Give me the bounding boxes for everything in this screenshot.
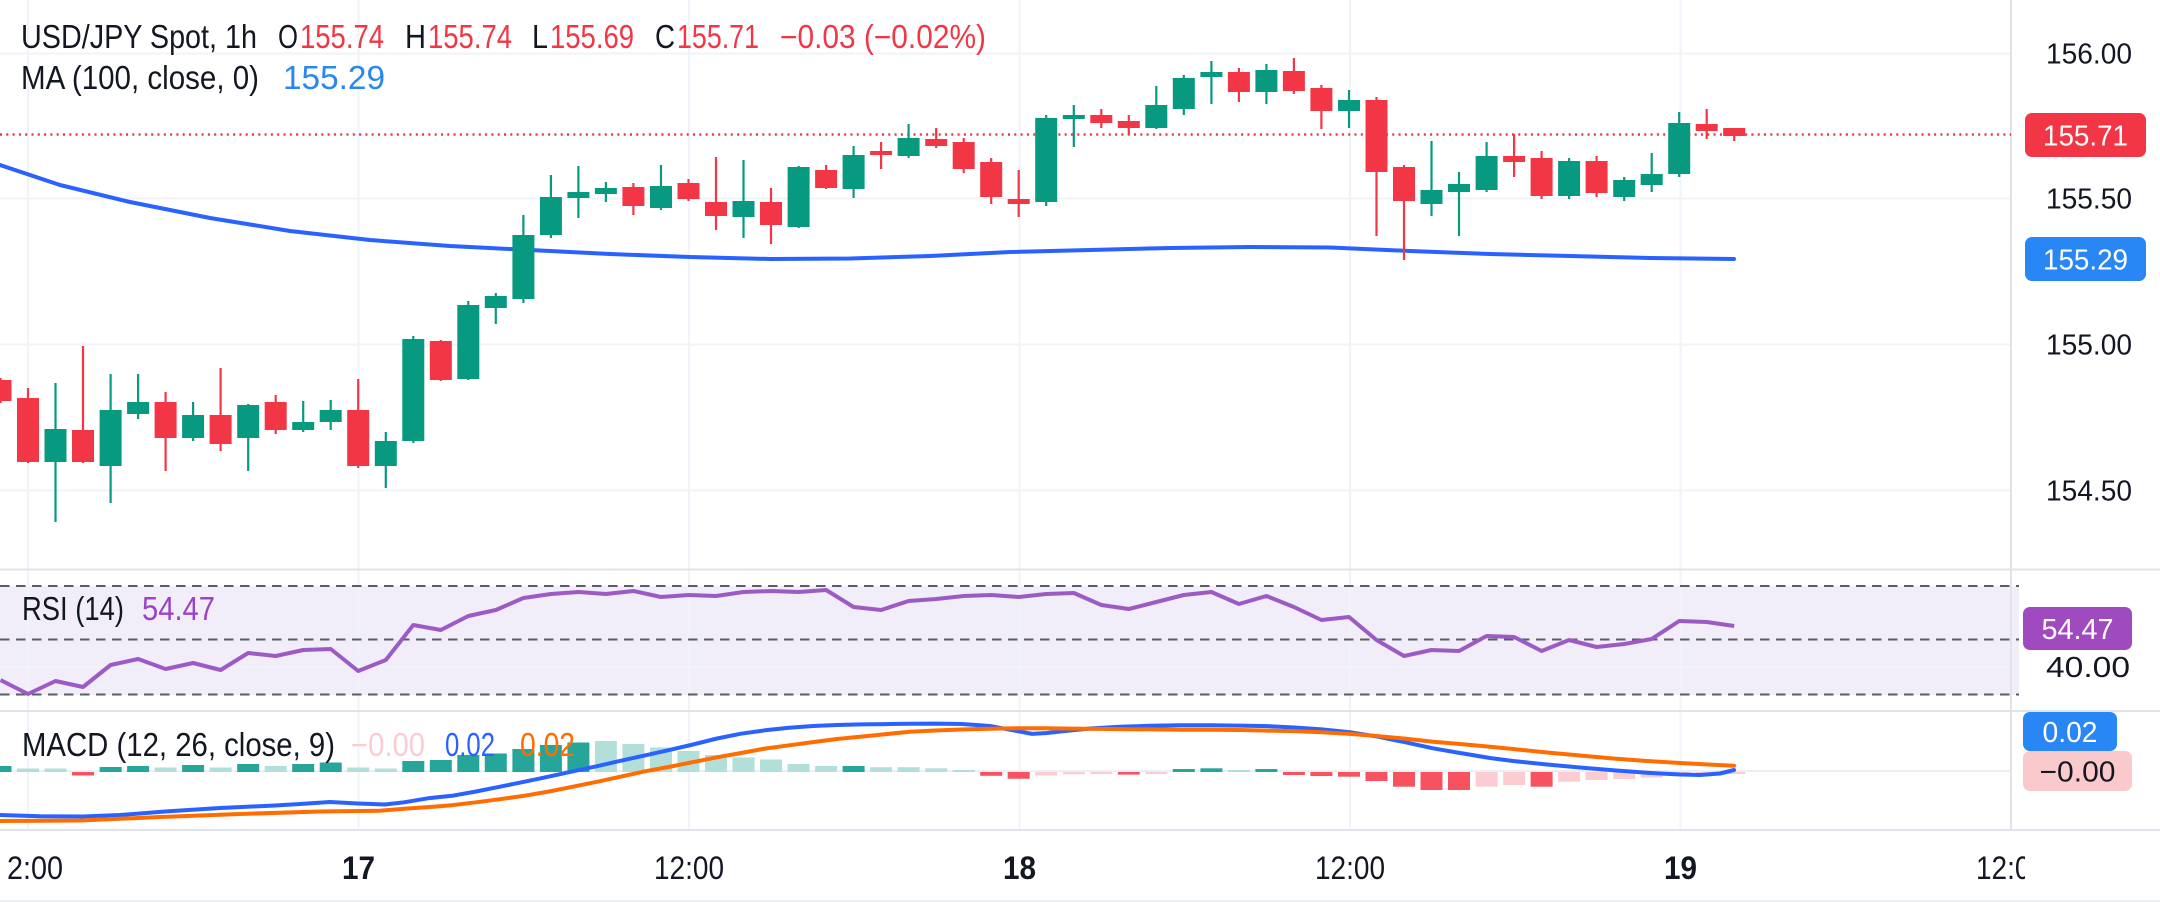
svg-text:54.47: 54.47 [142, 590, 215, 627]
svg-text:−0.00: −0.00 [2040, 757, 2116, 789]
svg-text:155.29: 155.29 [2043, 245, 2128, 277]
svg-text:54.47: 54.47 [2042, 614, 2114, 646]
svg-text:40.00: 40.00 [2046, 652, 2130, 684]
svg-text:12:00: 12:00 [654, 850, 724, 886]
svg-text:155.50: 155.50 [2046, 184, 2132, 216]
svg-text:156.00: 156.00 [2046, 39, 2132, 71]
svg-text:155.00: 155.00 [2046, 330, 2132, 362]
svg-text:2:00: 2:00 [7, 850, 63, 886]
svg-text:H: H [405, 18, 426, 55]
svg-text:155.74: 155.74 [428, 18, 512, 55]
svg-text:MA (100, close, 0): MA (100, close, 0) [21, 59, 259, 96]
svg-text:12:00: 12:00 [1315, 850, 1385, 886]
svg-text:−0.03 (−0.02%): −0.03 (−0.02%) [780, 18, 986, 55]
svg-text:155.71: 155.71 [2043, 121, 2128, 153]
svg-text:18: 18 [1003, 850, 1036, 886]
svg-text:155.71: 155.71 [677, 18, 759, 55]
svg-text:L: L [532, 18, 548, 55]
svg-text:0.02: 0.02 [2043, 717, 2098, 749]
svg-text:RSI (14): RSI (14) [22, 590, 124, 627]
svg-text:MACD (12, 26, close, 9): MACD (12, 26, close, 9) [22, 726, 335, 763]
svg-text:0.02: 0.02 [445, 726, 495, 763]
svg-text:155.74: 155.74 [300, 18, 384, 55]
svg-text:155.29: 155.29 [283, 59, 385, 96]
svg-text:C: C [655, 18, 675, 55]
svg-text:12:00: 12:00 [1976, 850, 2046, 886]
svg-text:USD/JPY Spot, 1h: USD/JPY Spot, 1h [21, 18, 257, 55]
svg-text:154.50: 154.50 [2046, 476, 2132, 508]
svg-text:17: 17 [342, 850, 375, 886]
svg-text:0.02: 0.02 [520, 726, 575, 763]
svg-text:−0.00: −0.00 [351, 726, 425, 763]
svg-text:19: 19 [1664, 850, 1697, 886]
svg-text:155.69: 155.69 [550, 18, 634, 55]
svg-text:O: O [278, 18, 298, 55]
